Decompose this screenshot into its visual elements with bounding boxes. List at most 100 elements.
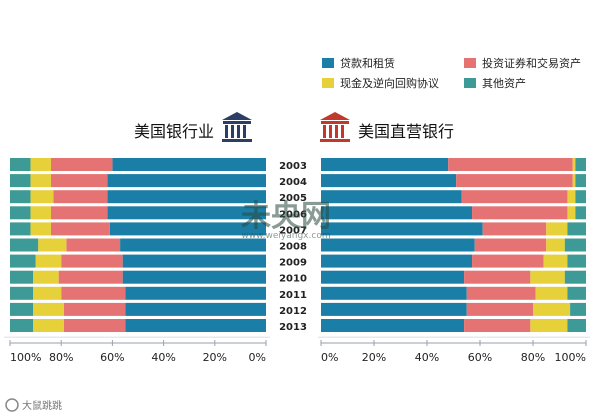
left-tick-label: 60% <box>100 351 124 364</box>
bank-building-icon <box>222 112 252 142</box>
year-label-2010: 2010 <box>279 274 307 285</box>
right-bar-2006-securities <box>472 206 568 220</box>
right-bar-2007-other <box>567 222 586 236</box>
year-label-2004: 2004 <box>279 177 307 188</box>
left-bar-2012-securities <box>63 302 126 316</box>
right-tick-label: 60% <box>468 351 492 364</box>
left-bar-2011-securities <box>61 286 126 300</box>
left-bar-2007-loans <box>109 222 266 236</box>
watermark-url: www.weiyangx.com <box>241 231 330 241</box>
right-x-axis: 0% 20% 40% 60% 80% 100% <box>320 340 587 364</box>
legend-label-cash: 现金及逆向回购协议 <box>340 76 439 90</box>
right-bar-2004-loans <box>321 174 457 188</box>
legend-label-other: 其他资产 <box>482 76 526 90</box>
left-bar-2005-loans <box>107 190 266 204</box>
right-bar-2013-securities <box>464 319 531 332</box>
left-bar-2005-securities <box>53 190 108 204</box>
right-bar-2003-other <box>575 158 586 171</box>
left-bar-2009-securities <box>61 254 123 268</box>
left-bar-2013-cash <box>33 319 64 332</box>
year-label-2007: 2007 <box>279 225 307 236</box>
right-bar-2009-cash <box>543 254 568 268</box>
footer-logo: 大鼠跳跳 <box>5 398 62 412</box>
right-bar-2012-cash <box>533 302 571 316</box>
watermark-main: 未央网 <box>241 199 331 234</box>
left-tick-label: 100% <box>10 351 41 364</box>
right-bar-2010-loans <box>321 270 465 284</box>
right-bar-2006-cash <box>567 206 576 220</box>
right-bar-2006-loans <box>321 206 473 220</box>
left-bar-2009-cash <box>35 254 62 268</box>
left-bar-2006-other <box>10 206 31 220</box>
legend-swatch-loans <box>322 58 334 68</box>
right-bar-2005-securities <box>461 190 568 204</box>
right-chart-title: 美国直营银行 <box>358 122 454 141</box>
left-bar-2007-cash <box>30 222 51 236</box>
left-bars <box>10 158 267 332</box>
year-label-2005: 2005 <box>279 193 307 204</box>
right-bar-2003-loans <box>321 158 449 171</box>
watermark: 未央网 www.weiyangx.com <box>241 199 331 241</box>
left-bar-2013-other <box>10 319 34 332</box>
year-label-2003: 2003 <box>279 161 307 172</box>
left-bar-2004-securities <box>50 174 108 188</box>
right-bar-2011-securities <box>466 286 536 300</box>
right-bar-2011-loans <box>321 286 467 300</box>
right-bar-2003-securities <box>448 158 573 171</box>
year-label-2009: 2009 <box>279 258 307 269</box>
left-bar-2013-loans <box>125 319 266 332</box>
left-bar-2003-other <box>10 158 31 171</box>
right-bar-2003-cash <box>572 158 576 171</box>
left-bar-2008-securities <box>66 238 121 252</box>
right-bar-2005-cash <box>567 190 576 204</box>
right-bar-2004-securities <box>456 174 573 188</box>
left-bar-2003-loans <box>112 158 267 171</box>
legend-label-securities: 投资证券和交易资产 <box>482 56 581 70</box>
left-bar-2006-securities <box>50 206 108 220</box>
left-bar-2012-loans <box>125 302 266 316</box>
left-bar-2013-securities <box>63 319 126 332</box>
right-bar-2012-securities <box>466 302 533 316</box>
right-tick-label: 20% <box>362 351 386 364</box>
right-bar-2007-loans <box>321 222 483 236</box>
right-bar-2008-securities <box>474 238 547 252</box>
right-bar-2005-loans <box>321 190 462 204</box>
right-bar-2004-cash <box>572 174 576 188</box>
right-bar-2010-securities <box>464 270 531 284</box>
right-bar-2012-other <box>570 302 586 316</box>
footer-logo-text: 大鼠跳跳 <box>22 399 62 412</box>
right-tick-label: 80% <box>521 351 545 364</box>
left-x-axis: 100% 80% 60% 40% 20% 0% <box>9 340 267 364</box>
left-tick-label: 20% <box>203 351 227 364</box>
left-bar-2004-loans <box>107 174 266 188</box>
right-tick-label: 0% <box>321 351 338 364</box>
left-bar-2010-securities <box>58 270 123 284</box>
left-bar-2005-cash <box>30 190 54 204</box>
right-bar-2011-other <box>567 286 586 300</box>
right-bar-2007-cash <box>546 222 568 236</box>
left-bar-2009-loans <box>122 254 266 268</box>
left-bar-2003-cash <box>30 158 51 171</box>
right-bar-2013-other <box>567 319 586 332</box>
right-bar-2010-other <box>564 270 586 284</box>
right-bar-2013-cash <box>530 319 568 332</box>
right-tick-label: 100% <box>555 351 586 364</box>
year-label-2008: 2008 <box>279 242 307 253</box>
left-tick-label: 0% <box>249 351 266 364</box>
legend-label-loans: 贷款和租赁 <box>340 56 395 70</box>
right-bar-2011-cash <box>535 286 568 300</box>
left-bar-2012-cash <box>33 302 64 316</box>
year-labels: 2003 2004 2005 2006 2007 2008 2009 2010 2011 2012… <box>4 161 590 338</box>
year-label-2011: 2011 <box>279 290 307 301</box>
legend: 贷款和租赁 投资证券和交易资产 现金及逆向回购协议 其他资产 <box>322 56 581 90</box>
left-bar-2007-other <box>10 222 31 236</box>
left-bar-2010-loans <box>122 270 266 284</box>
right-bar-2008-other <box>564 238 586 252</box>
right-bar-2005-other <box>575 190 586 204</box>
left-bar-2006-cash <box>30 206 51 220</box>
legend-swatch-cash <box>322 78 334 88</box>
left-bar-2008-other <box>10 238 39 252</box>
left-tick-label: 80% <box>49 351 73 364</box>
right-bar-2008-loans <box>321 238 475 252</box>
